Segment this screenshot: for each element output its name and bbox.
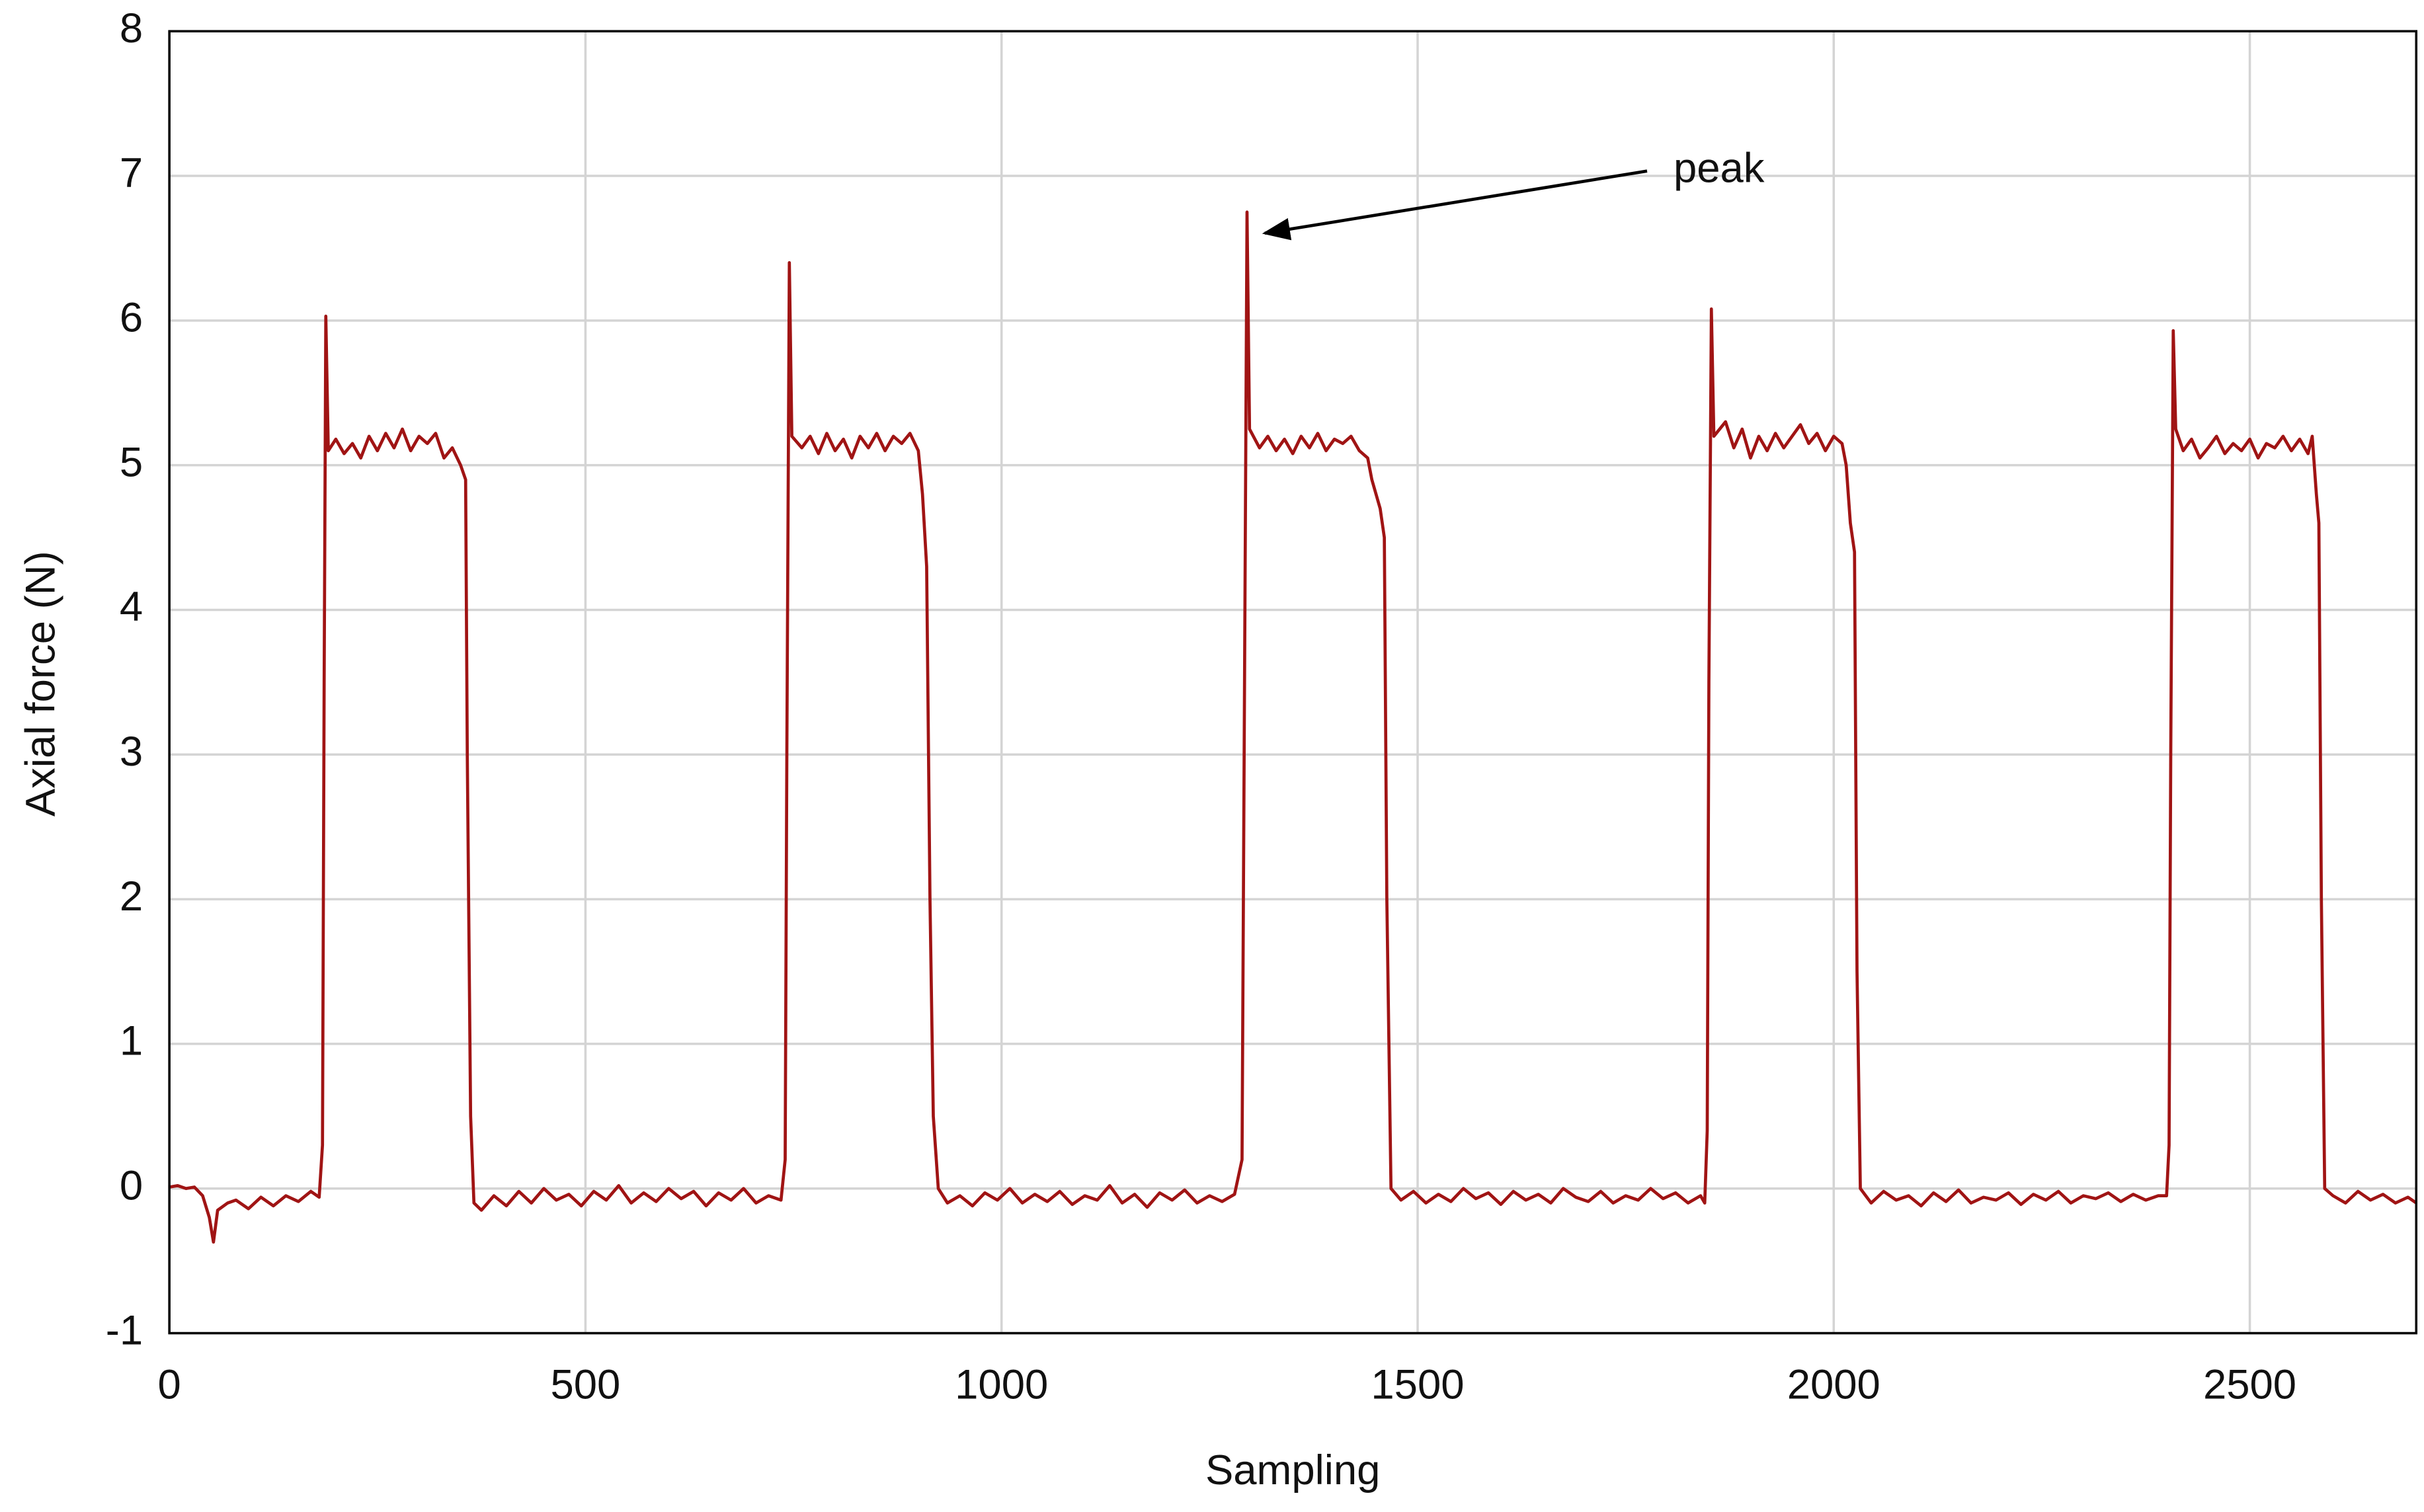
plot-area [169,210,2417,1244]
x-tick-label: 0 [158,1362,181,1408]
x-tick-label: 500 [551,1362,621,1408]
x-axis-label: Sampling [1205,1447,1380,1493]
y-tick-label: 3 [120,729,143,775]
x-tick-label: 1500 [1371,1362,1464,1408]
grid [168,30,2417,1335]
y-tick-label: 2 [120,873,143,920]
y-tick-label: 5 [120,439,143,485]
x-tick-label: 1000 [955,1362,1048,1408]
y-tick-label: 1 [120,1018,143,1064]
y-tick-label: 0 [120,1162,143,1209]
y-tick-label: 7 [120,150,143,196]
data-line [169,210,2417,1244]
x-tick-label: 2000 [1787,1362,1880,1408]
y-tick-label: -1 [106,1307,143,1353]
y-axis-label: Axial force (N) [18,551,64,816]
annotation: peak [1674,145,1765,191]
plot-frame [168,30,2418,1335]
x-tick-label: 2500 [2203,1362,2296,1408]
y-tick-label: 4 [120,584,143,630]
y-tick-label: 6 [120,295,143,341]
y-tick-label: 8 [120,5,143,52]
annotation-arrow [1262,169,1648,241]
